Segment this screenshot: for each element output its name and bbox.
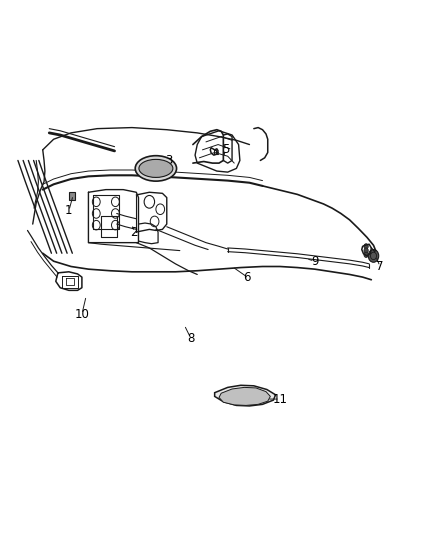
Polygon shape	[215, 385, 276, 406]
Text: 3: 3	[165, 154, 173, 167]
Circle shape	[364, 248, 368, 253]
Circle shape	[364, 244, 368, 249]
Text: 9: 9	[311, 255, 318, 268]
Ellipse shape	[135, 156, 177, 181]
Text: 5: 5	[222, 143, 229, 156]
Polygon shape	[219, 387, 270, 406]
Circle shape	[364, 252, 368, 257]
Circle shape	[368, 249, 379, 262]
Text: 2: 2	[131, 225, 138, 239]
Text: 6: 6	[244, 271, 251, 284]
Ellipse shape	[139, 159, 173, 177]
Text: 7: 7	[376, 260, 384, 273]
Polygon shape	[69, 192, 74, 200]
Text: 11: 11	[272, 393, 287, 406]
Text: 10: 10	[74, 308, 89, 321]
Text: 8: 8	[187, 332, 194, 344]
Text: 1: 1	[65, 204, 73, 217]
